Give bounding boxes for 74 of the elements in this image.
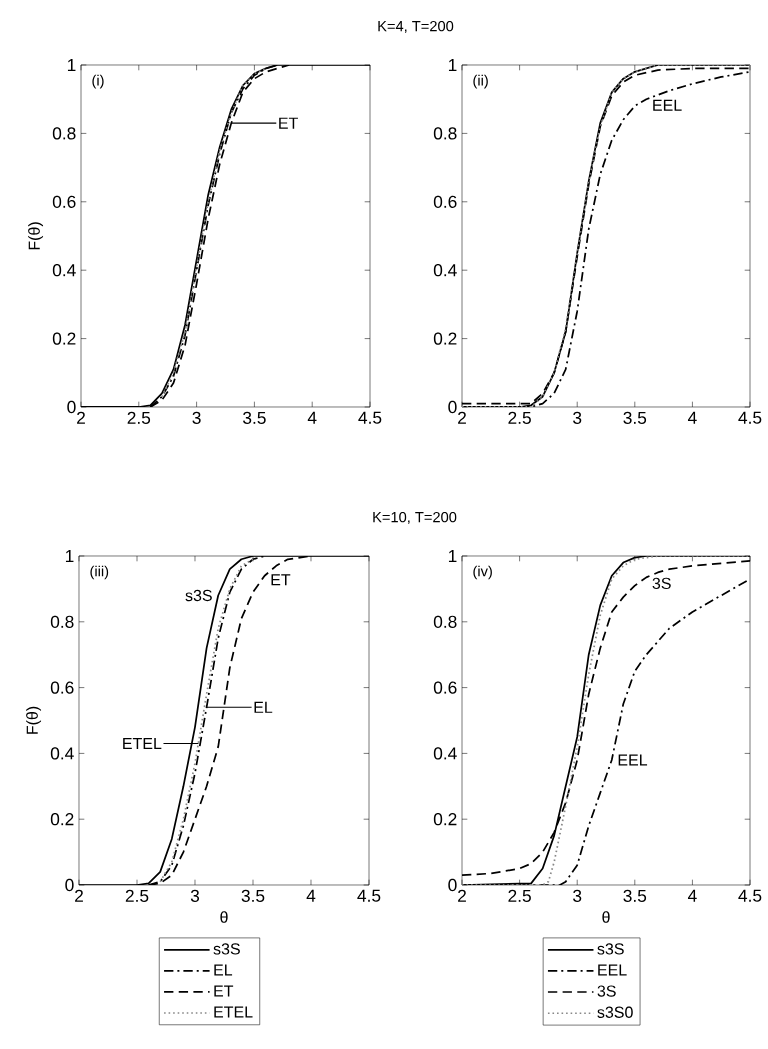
annotation: ET xyxy=(271,574,291,586)
x-tick-label: 2.5 xyxy=(127,411,151,424)
y-tick-label: 0.6 xyxy=(50,681,74,694)
x-tick-label: 2.5 xyxy=(508,411,531,424)
annotation: (ii) xyxy=(473,74,488,89)
x-tick-label: 4.5 xyxy=(738,411,762,424)
y-tick-label: 0.8 xyxy=(433,615,457,628)
annotation: ET xyxy=(279,117,298,129)
y-tick-label: 0 xyxy=(448,878,457,892)
x-tick-label: 3 xyxy=(573,889,582,902)
annotation: EEL xyxy=(653,99,682,111)
x-tick-label: 2 xyxy=(75,889,83,902)
y-tick-label: 0.2 xyxy=(50,813,74,826)
x-tick-label: 2 xyxy=(458,889,466,902)
legend-label: s3S0 xyxy=(597,1006,633,1018)
x-tick-label: 4.5 xyxy=(357,889,381,902)
x-tick-label: 3 xyxy=(573,411,582,424)
annotation: (iv) xyxy=(473,565,492,580)
y-tick-label: 0.4 xyxy=(50,747,74,760)
y-tick-label: 0 xyxy=(448,400,457,414)
legend-label: 3S xyxy=(597,985,616,997)
legend-label: ET xyxy=(214,985,234,997)
y-tick-label: 0.2 xyxy=(52,332,76,345)
y-tick-label: 1 xyxy=(448,59,457,71)
x-tick-label: 2.5 xyxy=(125,889,149,902)
x-axis-title: θ xyxy=(602,911,610,923)
y-axis-title: F(θ) xyxy=(26,706,42,734)
legend-label: ETEL xyxy=(214,1006,253,1018)
y-tick-label: 0.8 xyxy=(52,127,76,140)
annotation: EEL xyxy=(618,754,648,766)
x-tick-label: 2 xyxy=(77,411,85,424)
x-tick-label: 3.5 xyxy=(623,889,647,902)
y-tick-label: 0.6 xyxy=(433,195,457,208)
annotation: s3S xyxy=(185,589,212,602)
y-tick-label: 0.2 xyxy=(433,813,457,826)
x-tick-label: 4 xyxy=(687,411,697,424)
legend-label: EL xyxy=(214,964,233,976)
y-tick-label: 0 xyxy=(65,878,74,892)
annotation: EL xyxy=(254,701,273,713)
legend-label: EEL xyxy=(598,964,627,976)
annotation: 3S xyxy=(652,577,671,590)
y-axis-title: F(θ) xyxy=(28,222,44,250)
annotation: (iii) xyxy=(90,565,109,580)
y-tick-label: 0.4 xyxy=(433,747,457,760)
x-tick-label: 2 xyxy=(458,411,466,424)
x-tick-label: 4 xyxy=(687,889,697,902)
y-tick-label: 0 xyxy=(67,400,76,414)
y-tick-label: 0.6 xyxy=(433,681,457,694)
x-tick-label: 3.5 xyxy=(241,889,265,902)
x-tick-label: 3 xyxy=(190,889,200,902)
x-tick-label: 4 xyxy=(307,411,317,424)
y-tick-label: 0.4 xyxy=(52,264,76,277)
y-tick-label: 1 xyxy=(67,59,76,71)
y-tick-label: 1 xyxy=(448,550,457,562)
x-tick-label: 4.5 xyxy=(738,889,762,902)
y-tick-label: 0.8 xyxy=(433,127,457,140)
y-tick-label: 0.4 xyxy=(433,264,457,277)
text: K=4, T=200 xyxy=(378,20,454,34)
x-tick-label: 3 xyxy=(192,411,201,424)
x-tick-label: 4.5 xyxy=(358,411,382,424)
text: K=10, T=200 xyxy=(373,511,457,525)
y-tick-label: 0.8 xyxy=(50,615,74,628)
x-tick-label: 2.5 xyxy=(508,889,531,902)
annotation: (i) xyxy=(92,74,104,89)
y-tick-label: 1 xyxy=(65,550,74,562)
legend-label: s3S xyxy=(213,943,240,955)
x-tick-label: 3.5 xyxy=(623,411,647,424)
legend-label: s3S xyxy=(597,943,624,955)
x-axis-title: θ xyxy=(220,911,228,923)
y-tick-label: 0.2 xyxy=(433,332,457,345)
x-tick-label: 4 xyxy=(306,889,316,902)
y-tick-label: 0.6 xyxy=(52,195,76,208)
annotation: ETEL xyxy=(123,738,162,750)
x-tick-label: 3.5 xyxy=(243,411,266,424)
